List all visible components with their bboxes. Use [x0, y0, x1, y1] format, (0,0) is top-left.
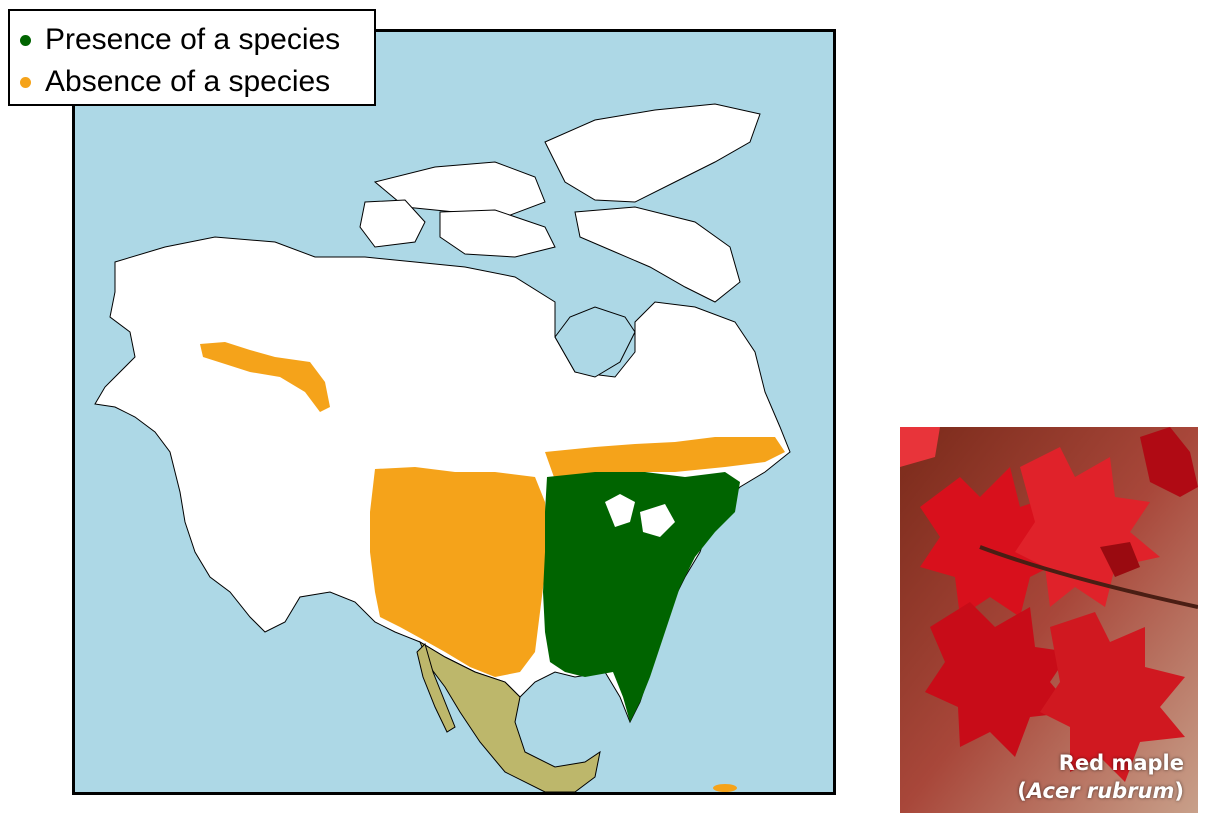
baffin-island	[574, 206, 741, 303]
maple-leaf-cluster	[900, 427, 1198, 782]
map-legend: Presence of a species Absence of a speci…	[8, 9, 376, 106]
arctic-island-small	[439, 209, 556, 258]
legend-item-presence: Presence of a species	[20, 19, 374, 61]
north-america-map	[94, 103, 791, 792]
hudson-bay	[554, 306, 636, 378]
photo-caption: Red maple (Acer rubrum)	[1017, 750, 1184, 805]
absence-dot-icon	[20, 76, 31, 88]
absence-region-alaska	[200, 342, 330, 412]
baja-california	[416, 643, 456, 733]
legend-item-absence: Absence of a species	[20, 61, 374, 103]
maple-leaves-image	[900, 427, 1198, 813]
branch	[979, 545, 1198, 609]
legend-label-absence: Absence of a species	[45, 65, 331, 98]
species-distribution-map	[72, 29, 836, 795]
legend-label-presence: Presence of a species	[45, 23, 341, 56]
presence-region-east	[543, 472, 740, 722]
caption-scientific-name: Acer rubrum	[1026, 778, 1175, 803]
greenland	[544, 103, 761, 203]
presence-dot-icon	[20, 34, 31, 46]
great-lakes	[605, 494, 675, 537]
mexico-land	[418, 640, 601, 792]
absence-region-west	[370, 467, 547, 677]
absence-region-caribbean	[713, 784, 737, 792]
arctic-islands	[373, 161, 546, 218]
presence-points	[543, 472, 740, 722]
absence-points	[200, 342, 785, 792]
absence-region-north	[545, 437, 785, 480]
red-maple-photo: Red maple (Acer rubrum)	[900, 427, 1198, 813]
victoria-island	[359, 199, 426, 248]
caption-scientific-line: (Acer rubrum)	[1017, 778, 1184, 803]
caption-common-name: Red maple	[1058, 751, 1184, 776]
